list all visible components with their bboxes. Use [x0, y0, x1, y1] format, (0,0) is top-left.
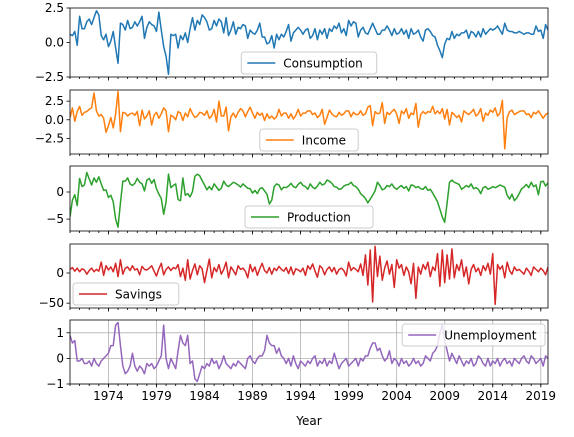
x-tick-label: 2014	[477, 389, 508, 403]
x-tick-label: 1994	[285, 389, 316, 403]
x-tick-label: 1989	[237, 389, 268, 403]
panel-savings: −50 0 Savings	[39, 243, 549, 312]
legend-savings: Savings	[72, 282, 180, 306]
x-tick-label: 2019	[526, 389, 557, 403]
legend-label: Consumption	[283, 57, 362, 71]
panel-consumption: −2.5 0.0 2.5 Consumption	[35, 1, 549, 84]
y-tick-label: 0	[56, 185, 64, 199]
y-tick-label: −2.5	[35, 70, 64, 84]
series-line-income	[70, 90, 548, 150]
legend-label: Savings	[115, 288, 162, 302]
legend-box	[244, 205, 374, 229]
axes-frame	[69, 89, 549, 155]
legend-label: Production	[287, 211, 351, 225]
axes-frame	[69, 165, 549, 232]
legend-consumption: Consumption	[240, 51, 378, 75]
legend-label: Unemployment	[444, 329, 537, 343]
x-axis-label: Year	[295, 414, 321, 428]
series-line-production	[70, 171, 548, 228]
y-tick-label: 2.5	[45, 1, 64, 15]
y-tick-label: 0.0	[45, 36, 64, 50]
legend-label: Income	[302, 134, 346, 148]
axes-frame	[69, 243, 549, 309]
panel-income: −2.5 0.0 2.5 Income	[35, 89, 549, 158]
y-tick-label: −1	[46, 377, 64, 391]
x-tick-label: 2004	[381, 389, 412, 403]
legend-production: Production	[244, 205, 374, 229]
legend-box	[240, 51, 378, 75]
y-tick-label: −2.5	[35, 131, 64, 145]
x-tick-label: 1984	[189, 389, 220, 403]
x-tick-label: 1974	[93, 389, 124, 403]
x-tick-label: 2009	[429, 389, 460, 403]
legend-box	[72, 282, 180, 306]
series-line-unemployment	[70, 321, 548, 383]
series-line-savings	[70, 245, 548, 306]
y-tick-label: 2.5	[45, 94, 64, 108]
y-tick-label: 0	[56, 266, 64, 280]
axes-frame	[69, 319, 549, 385]
series-line-consumption	[70, 10, 548, 75]
y-tick-label: −5	[46, 212, 64, 226]
panel-production: −5 0 Production	[46, 165, 549, 235]
y-tick-label: 0.0	[45, 113, 64, 127]
y-tick-label: 1	[56, 326, 64, 340]
x-tick-label: 1999	[333, 389, 364, 403]
y-tick-label: 0	[56, 351, 64, 365]
y-tick-label: −50	[39, 296, 64, 310]
legend-box	[259, 128, 359, 152]
x-tick-label: 1979	[141, 389, 172, 403]
legend-unemployment: Unemployment	[401, 323, 546, 347]
panel-unemployment: −1 0 1 1974 1979 1984 1989 1994 1999 2004 2009 2014…	[46, 319, 557, 403]
legend-box	[401, 323, 546, 347]
legend-income: Income	[259, 128, 359, 152]
